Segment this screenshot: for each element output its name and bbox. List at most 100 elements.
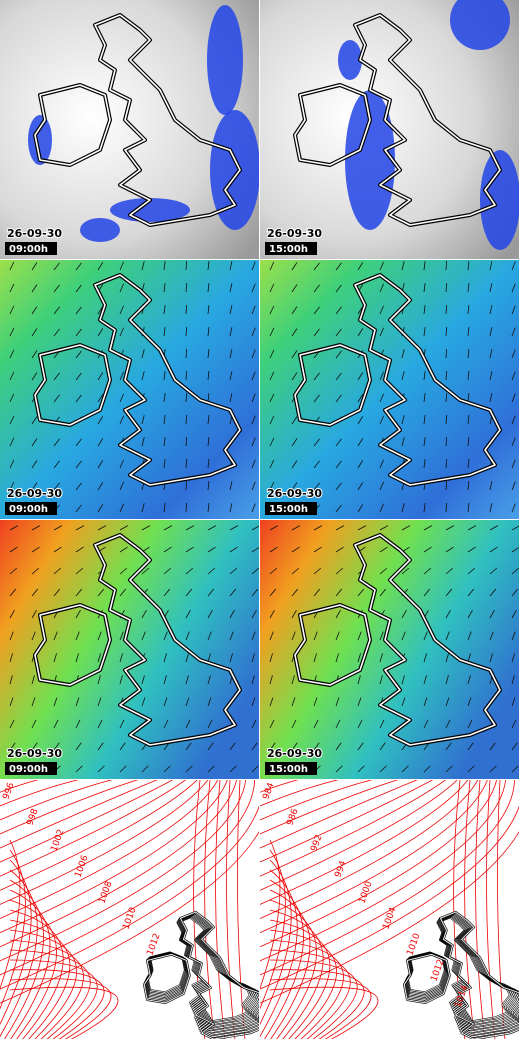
- wind-arrow: [379, 305, 384, 315]
- wind-arrow: [207, 719, 213, 729]
- wind-arrow: [423, 567, 432, 575]
- wind-arrow: [335, 394, 342, 403]
- wind-arrow: [75, 742, 82, 751]
- wind-arrow: [357, 394, 364, 403]
- wind-arrow: [489, 567, 498, 575]
- date-label: 26-09-30: [267, 487, 322, 500]
- wind-arrow: [445, 304, 448, 315]
- wind-arrow: [291, 609, 297, 619]
- wind-arrow: [423, 327, 426, 337]
- wind-arrow: [423, 437, 426, 447]
- wind-arrow: [207, 631, 212, 641]
- isobar: [9, 986, 119, 1039]
- isobar: [260, 780, 447, 877]
- wind-arrow: [31, 350, 38, 359]
- wind-arrow: [9, 437, 15, 447]
- time-label: 09:00h: [9, 244, 48, 255]
- wind-arrow: [357, 372, 364, 381]
- wind-arrow: [423, 697, 428, 707]
- wind-arrow: [445, 631, 450, 641]
- wind-arrow: [9, 653, 13, 663]
- map-panel: 26-09-30 15:00h: [260, 260, 519, 519]
- time-label: 15:00h: [269, 764, 308, 775]
- wind-arrow: [467, 261, 470, 271]
- wind-arrow: [9, 481, 15, 491]
- wind-arrow: [445, 525, 455, 531]
- wind-arrow: [379, 675, 383, 685]
- wind-arrow: [207, 588, 215, 597]
- wind-arrow: [401, 261, 405, 271]
- wind-arrow: [445, 480, 448, 491]
- wind-arrow: [489, 588, 497, 597]
- wind-arrow: [163, 327, 166, 337]
- wind-arrow: [269, 459, 275, 469]
- wind-arrow: [401, 503, 405, 513]
- isobar: [4, 879, 44, 1039]
- map-panel: 26-09-30 09:00h: [0, 0, 259, 259]
- wind-arrow: [511, 481, 516, 491]
- wind-arrow: [119, 588, 127, 597]
- wind-arrow: [185, 392, 188, 403]
- isobar: [9, 978, 112, 1039]
- wind-arrow: [335, 438, 342, 447]
- wind-arrow: [511, 588, 519, 597]
- wind-arrow: [119, 371, 124, 381]
- wind-arrow: [251, 675, 255, 685]
- wind-arrow: [119, 283, 124, 293]
- wind-arrow: [357, 697, 362, 707]
- wind-arrow: [229, 261, 233, 271]
- wind-arrow: [97, 588, 105, 597]
- isobar: [0, 780, 209, 905]
- wind-arrow: [313, 394, 320, 403]
- precip-area: [207, 5, 243, 115]
- wind-arrow: [269, 327, 275, 337]
- wind-arrow: [141, 503, 145, 513]
- wind-arrow: [9, 675, 13, 685]
- wind-arrow: [269, 631, 274, 641]
- wind-arrow: [141, 371, 145, 381]
- wind-arrow: [467, 765, 475, 773]
- wind-arrow: [511, 437, 516, 447]
- wind-arrow: [119, 742, 126, 751]
- wind-arrow: [207, 742, 214, 751]
- isobar: [260, 780, 458, 891]
- wind-arrow: [335, 482, 342, 491]
- isobar: [0, 780, 198, 891]
- wind-arrow: [445, 719, 451, 729]
- wind-arrow: [379, 393, 384, 403]
- wind-arrow: [207, 546, 216, 553]
- wind-arrow: [53, 697, 58, 707]
- wind-arrow: [489, 631, 494, 641]
- isobar: [0, 780, 219, 919]
- wind-arrow: [53, 588, 61, 597]
- wind-arrow: [31, 328, 38, 337]
- wind-arrow: [163, 631, 168, 641]
- wind-arrow: [335, 609, 341, 619]
- time-box: [265, 502, 317, 515]
- wind-arrow: [423, 631, 428, 641]
- isobar: [0, 859, 32, 1025]
- wind-arrow: [511, 261, 516, 271]
- wind-arrow: [269, 742, 276, 751]
- precip-area: [210, 110, 259, 230]
- wind-arrow: [489, 349, 493, 359]
- wind-arrow: [9, 609, 15, 619]
- wind-arrow: [207, 765, 215, 773]
- wind-arrow: [445, 546, 454, 553]
- wind-arrow: [207, 653, 211, 663]
- isobar: [260, 859, 292, 1025]
- wind-arrow: [163, 653, 167, 663]
- wind-arrow: [335, 631, 340, 641]
- wind-arrow: [185, 653, 189, 663]
- wind-arrow: [335, 350, 342, 359]
- wind-arrow: [31, 742, 38, 751]
- wind-arrow: [141, 631, 146, 641]
- wind-arrow: [467, 609, 473, 619]
- wind-arrow: [31, 482, 38, 491]
- wind-arrow: [163, 393, 166, 403]
- wind-arrow: [291, 416, 298, 425]
- wind-arrow: [251, 503, 256, 513]
- isobar: [269, 899, 317, 1039]
- wind-arrow: [229, 371, 233, 381]
- isobar: [475, 780, 486, 1039]
